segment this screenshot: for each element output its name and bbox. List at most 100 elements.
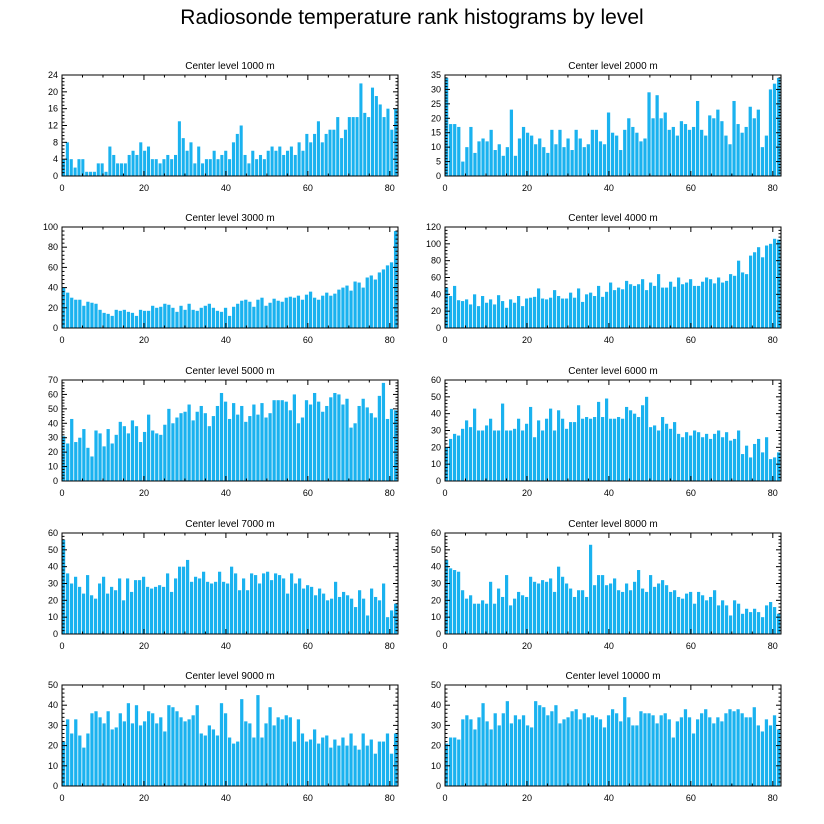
histogram-bar xyxy=(721,437,725,481)
histogram-bar xyxy=(733,275,737,328)
histogram-bar xyxy=(545,581,549,634)
histogram-bar xyxy=(126,311,131,328)
y-tick-label: 40 xyxy=(48,418,58,428)
x-tick-label: 40 xyxy=(604,641,614,651)
histogram-bar xyxy=(203,413,207,481)
histogram-bar xyxy=(764,135,769,176)
histogram-bar xyxy=(260,297,264,328)
histogram-bar xyxy=(569,292,573,328)
y-tick-label: 35 xyxy=(431,70,441,80)
x-tick-label: 20 xyxy=(522,335,532,345)
histogram-bar xyxy=(390,129,394,176)
histogram-bar xyxy=(765,437,769,481)
histogram-bar xyxy=(633,413,637,481)
histogram-bar xyxy=(521,126,526,176)
histogram-bar xyxy=(373,417,377,481)
histogram-bar xyxy=(363,112,367,176)
histogram-bar xyxy=(288,410,292,481)
histogram-bar xyxy=(341,404,345,481)
histogram-bar xyxy=(62,436,66,481)
histogram-bar xyxy=(667,719,671,786)
histogram-bar xyxy=(481,296,485,328)
histogram-bar xyxy=(266,150,270,176)
histogram-bar xyxy=(509,299,513,328)
histogram-bar xyxy=(146,146,151,176)
histogram-bar xyxy=(477,603,481,634)
histogram-bar xyxy=(260,403,264,481)
histogram-bar xyxy=(171,707,175,786)
histogram-bar xyxy=(691,126,696,176)
histogram-bar xyxy=(342,591,346,634)
x-tick-label: 80 xyxy=(768,183,778,193)
histogram-bar xyxy=(298,578,302,634)
histogram-bar xyxy=(393,733,398,786)
y-tick-label: 120 xyxy=(426,222,441,232)
histogram-bar xyxy=(615,713,619,786)
histogram-bar xyxy=(290,573,294,634)
y-tick-label: 40 xyxy=(431,562,441,572)
histogram-bar xyxy=(106,313,110,328)
x-tick-label: 20 xyxy=(139,335,149,345)
histogram-bar xyxy=(453,570,457,634)
histogram-bar xyxy=(736,709,740,786)
histogram-bar xyxy=(300,299,305,328)
histogram-bar xyxy=(530,727,534,786)
histogram-bar xyxy=(170,591,174,634)
plot-frame xyxy=(61,379,399,482)
histogram-bar xyxy=(505,575,509,634)
histogram-bar xyxy=(769,459,773,481)
y-tick-label: 60 xyxy=(431,273,441,283)
histogram-bar xyxy=(244,721,248,786)
histogram-bar xyxy=(663,112,667,176)
histogram-bar xyxy=(351,117,355,176)
histogram-bar xyxy=(86,301,90,328)
histogram-bar xyxy=(505,307,509,328)
panel-title: Center level 9000 m xyxy=(185,671,275,682)
histogram-bar xyxy=(154,586,158,634)
histogram-bar xyxy=(586,717,590,786)
histogram-bar xyxy=(683,709,688,786)
y-tick-label: 0 xyxy=(436,629,441,639)
histogram-bar xyxy=(465,420,469,481)
x-tick-label: 60 xyxy=(686,641,696,651)
histogram-bar xyxy=(199,307,203,328)
x-tick-label: 80 xyxy=(768,335,778,345)
histogram-bar xyxy=(578,138,582,176)
histogram-bar xyxy=(382,583,386,634)
histogram-bar xyxy=(473,294,477,328)
histogram-bar xyxy=(187,404,191,481)
histogram-bar xyxy=(681,284,685,328)
histogram-bar xyxy=(223,401,228,481)
histogram-bar xyxy=(302,588,306,634)
y-tick-label: 80 xyxy=(431,256,441,266)
histogram-bar xyxy=(469,126,473,176)
histogram-bar xyxy=(276,300,280,328)
histogram-bar xyxy=(597,575,601,634)
histogram-panel: Center level 5000 m 0 10 20 30 40 50 60 70 0 20 40 6… xyxy=(48,366,399,498)
histogram-bar xyxy=(553,430,557,481)
histogram-bar xyxy=(497,144,501,176)
histogram-bar xyxy=(521,715,526,786)
histogram-bar xyxy=(629,410,633,481)
histogram-bar xyxy=(685,282,689,328)
y-tick-label: 10 xyxy=(431,761,441,771)
histogram-bar xyxy=(370,87,375,176)
y-tick-label: 100 xyxy=(43,222,58,232)
histogram-bar xyxy=(244,421,248,481)
histogram-bar xyxy=(617,417,621,481)
histogram-panel: Center level 8000 m 0 10 20 30 40 50 60 0 20 40 60 8… xyxy=(431,519,782,651)
x-tick-label: 40 xyxy=(221,641,231,651)
histogram-bar xyxy=(627,118,631,176)
histogram-bar xyxy=(645,396,649,481)
histogram-bar xyxy=(276,400,280,481)
histogram-bar xyxy=(501,713,505,786)
x-tick-label: 0 xyxy=(442,793,447,803)
histogram-bar xyxy=(537,583,541,634)
x-tick-label: 0 xyxy=(442,641,447,651)
histogram-bar xyxy=(110,315,114,328)
histogram-bar xyxy=(716,109,720,176)
histogram-bar xyxy=(649,427,653,481)
histogram-bar xyxy=(316,121,320,176)
histogram-bar xyxy=(66,292,70,328)
histogram-bar xyxy=(534,144,538,176)
